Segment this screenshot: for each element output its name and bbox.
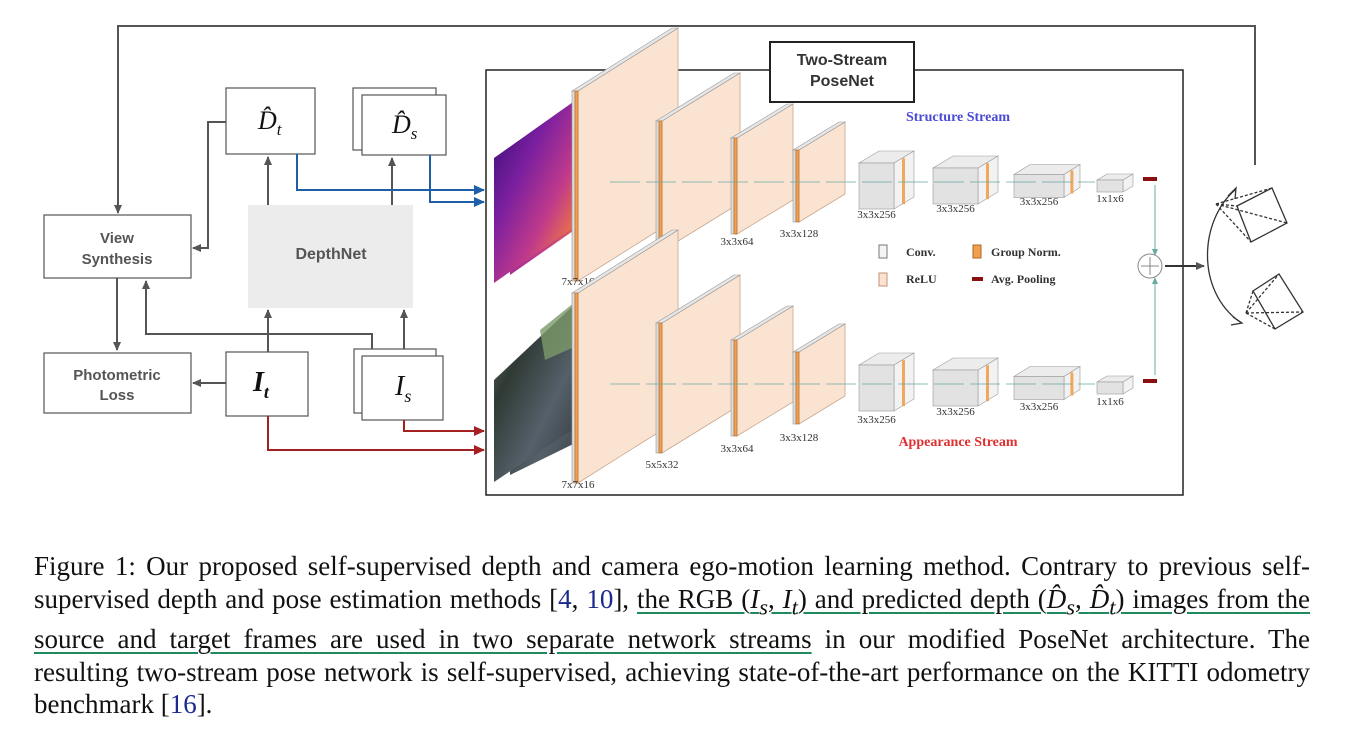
structure-layer-label: 3x3x256: [1020, 196, 1059, 208]
appearance-layer-2: [654, 274, 742, 454]
structure-layer-6: [931, 155, 1000, 205]
posenet-title-box: [769, 41, 915, 103]
svg-text:Avg. Pooling: Avg. Pooling: [991, 272, 1055, 286]
structure-avg-pool: [1143, 177, 1157, 181]
appearance-layer-5: [857, 352, 916, 412]
view-synthesis-line1: View: [100, 230, 134, 247]
appearance-layer-7: [1012, 365, 1082, 401]
photometric-loss-line2: Loss: [99, 387, 134, 404]
structure-layer-8: [1095, 173, 1135, 193]
appearance-layer-label: 3x3x128: [780, 432, 819, 444]
appearance-layer-label: 3x3x256: [936, 406, 975, 418]
appearance-layer-6: [931, 357, 1000, 407]
view-synthesis-box: [43, 214, 192, 279]
legend: Conv. Group Norm. ReLU Avg. Pooling: [878, 244, 1061, 287]
appearance-layer-4: [791, 323, 847, 425]
is-box: [361, 355, 444, 421]
citation-link[interactable]: 16: [169, 689, 197, 720]
appearance-layer-label: 1x1x6: [1096, 396, 1124, 408]
figure-caption: Figure 1: Our proposed self-supervised d…: [34, 551, 1311, 720]
structure-layer-1: [570, 27, 680, 282]
citation-link[interactable]: 10: [586, 583, 614, 614]
ds-hat-box: [361, 94, 447, 156]
view-synthesis-line2: Synthesis: [82, 251, 153, 268]
appearance-stream-layers: 7x7x16 5x5x32 3x3x64 3x3x128 3x3x256 3x3x256 3…: [562, 229, 1157, 491]
is-label: Is: [394, 371, 411, 406]
highlighted-text: the RGB (Is, It) and predicted depth (D̂…: [34, 583, 1311, 655]
appearance-stream-label: Appearance Stream: [898, 435, 1017, 450]
structure-layer-5: [857, 150, 916, 210]
photometric-loss-box: [43, 352, 192, 414]
appearance-layer-label: 3x3x256: [1020, 401, 1059, 413]
photometric-loss-line1: Photometric: [73, 367, 161, 384]
ds-hat-label: D̂s: [391, 110, 418, 143]
appearance-layer-1: [570, 229, 680, 484]
appearance-layer-3: [729, 305, 795, 437]
posenet-title-line1: Two-Stream: [797, 52, 887, 69]
legend-group-norm: Group Norm.: [972, 244, 1061, 259]
svg-text:Conv.: Conv.: [906, 245, 936, 259]
dt-hat-box: [225, 87, 316, 155]
svg-text:Group Norm.: Group Norm.: [991, 245, 1061, 259]
legend-relu: ReLU: [878, 272, 937, 287]
structure-layer-7: [1012, 163, 1082, 199]
camera-pose-icon: [1206, 186, 1304, 330]
structure-stream-label: Structure Stream: [906, 110, 1010, 125]
structure-layer-label: 3x3x128: [780, 228, 819, 240]
it-box: [225, 351, 309, 417]
posenet-title-line2: PoseNet: [810, 73, 875, 90]
method-figure: Two-Stream PoseNet View Synthesis Photom…: [43, 25, 1304, 496]
appearance-layer-label: 3x3x64: [721, 443, 755, 455]
structure-stream-layers: 7x7x165x5x323x3x643x3x1283x3x2563x3x2563…: [562, 27, 1157, 288]
depthnet-label: DepthNet: [295, 246, 367, 263]
legend-avg-pooling: Avg. Pooling: [972, 272, 1055, 286]
structure-layer-label: 3x3x64: [721, 236, 755, 248]
svg-text:ReLU: ReLU: [906, 272, 937, 286]
appearance-layer-label: 5x5x32: [646, 459, 679, 471]
dt-hat-label: D̂t: [257, 106, 283, 139]
appearance-avg-pool: [1143, 379, 1157, 383]
structure-layer-label: 3x3x256: [936, 203, 975, 215]
appearance-layer-label: 3x3x256: [857, 414, 896, 426]
structure-layer-label: 3x3x256: [857, 209, 896, 221]
structure-layer-4: [791, 121, 847, 223]
feedback-line: [114, 25, 1256, 214]
appearance-layer-label: 7x7x16: [562, 479, 596, 491]
it-label: It: [252, 367, 270, 402]
citation-link[interactable]: 4: [558, 583, 572, 614]
appearance-layer-8: [1095, 375, 1135, 395]
legend-conv: Conv.: [878, 244, 936, 259]
structure-layer-label: 1x1x6: [1096, 193, 1124, 205]
structure-layer-3: [729, 103, 795, 235]
